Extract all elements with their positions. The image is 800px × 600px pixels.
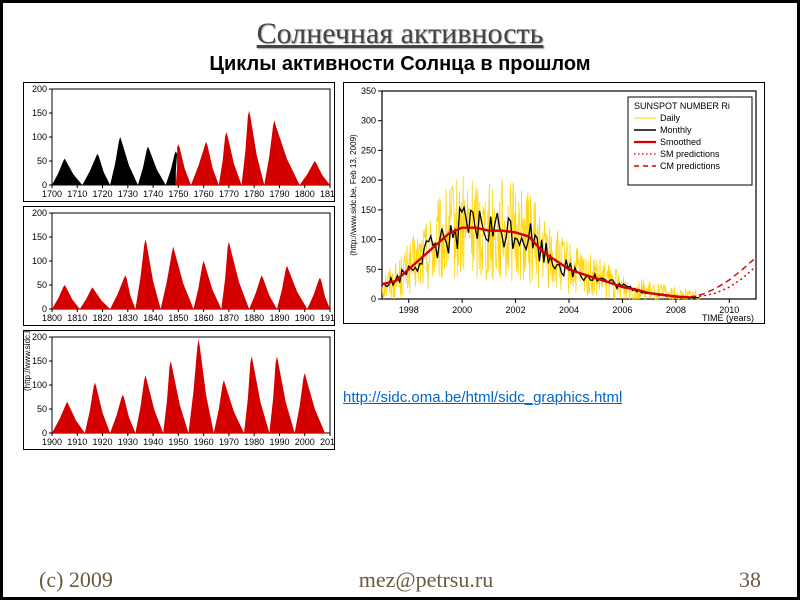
svg-text:1910: 1910 — [67, 437, 87, 447]
svg-text:1710: 1710 — [67, 189, 87, 199]
left-panels: 0501001502001700171017201730174017501760… — [23, 82, 335, 450]
svg-text:1980: 1980 — [244, 437, 264, 447]
svg-text:150: 150 — [32, 356, 47, 366]
svg-text:200: 200 — [32, 332, 47, 342]
source-link[interactable]: http://sidc.oma.be/html/sidc_graphics.ht… — [343, 389, 765, 406]
svg-text:CM predictions: CM predictions — [660, 161, 721, 171]
svg-text:Monthly: Monthly — [660, 125, 692, 135]
svg-text:1790: 1790 — [269, 189, 289, 199]
svg-text:1840: 1840 — [143, 313, 163, 323]
svg-text:200: 200 — [361, 175, 376, 185]
svg-text:100: 100 — [32, 380, 47, 390]
svg-text:0: 0 — [371, 294, 376, 304]
svg-text:1950: 1950 — [168, 437, 188, 447]
chart-1800-1910: 0501001502001800181018201830184018501860… — [23, 206, 335, 326]
svg-text:1760: 1760 — [194, 189, 214, 199]
svg-text:2008: 2008 — [666, 305, 686, 315]
svg-text:100: 100 — [361, 235, 376, 245]
svg-text:1870: 1870 — [219, 313, 239, 323]
svg-text:100: 100 — [32, 256, 47, 266]
svg-text:200: 200 — [32, 208, 47, 218]
svg-text:Daily: Daily — [660, 113, 681, 123]
svg-text:1770: 1770 — [219, 189, 239, 199]
svg-text:1900: 1900 — [42, 437, 62, 447]
svg-text:1800: 1800 — [295, 189, 315, 199]
sunspot-detail-chart: 0 50 100 150 200 250 300 350 1998 2000 2002 2004 200… — [343, 82, 765, 324]
footer-email: mez@petrsu.ru — [359, 567, 494, 593]
svg-text:1920: 1920 — [93, 437, 113, 447]
svg-text:1900: 1900 — [295, 313, 315, 323]
svg-text:150: 150 — [32, 232, 47, 242]
svg-text:150: 150 — [361, 205, 376, 215]
svg-text:TIME (years): TIME (years) — [702, 313, 754, 323]
svg-text:1800: 1800 — [42, 313, 62, 323]
svg-text:Smoothed: Smoothed — [660, 137, 701, 147]
chart-1700-1810: 0501001502001700171017201730174017501760… — [23, 82, 335, 202]
svg-text:2006: 2006 — [612, 305, 632, 315]
svg-text:1850: 1850 — [168, 313, 188, 323]
svg-text:1998: 1998 — [399, 305, 419, 315]
svg-text:1910: 1910 — [320, 313, 335, 323]
svg-text:50: 50 — [37, 404, 47, 414]
svg-text:1780: 1780 — [244, 189, 264, 199]
svg-text:1700: 1700 — [42, 189, 62, 199]
svg-text:50: 50 — [37, 156, 47, 166]
svg-text:150: 150 — [32, 108, 47, 118]
svg-text:1830: 1830 — [118, 313, 138, 323]
svg-text:1740: 1740 — [143, 189, 163, 199]
svg-text:(http://www.sidc.be, Feb 13, 2: (http://www.sidc.be, Feb 13, 2009) — [23, 330, 32, 391]
svg-text:1730: 1730 — [118, 189, 138, 199]
svg-text:1890: 1890 — [269, 313, 289, 323]
svg-text:1960: 1960 — [194, 437, 214, 447]
svg-text:2000: 2000 — [295, 437, 315, 447]
svg-text:2010: 2010 — [320, 437, 335, 447]
svg-text:1750: 1750 — [168, 189, 188, 199]
svg-text:50: 50 — [37, 280, 47, 290]
svg-text:(http://www.sidc.be, Feb 13, 2: (http://www.sidc.be, Feb 13, 2009) — [349, 134, 358, 256]
slide-subtitle: Циклы активности Солнца в прошлом — [23, 53, 777, 76]
svg-text:2002: 2002 — [506, 305, 526, 315]
svg-text:1720: 1720 — [93, 189, 113, 199]
svg-text:2004: 2004 — [559, 305, 579, 315]
svg-text:1860: 1860 — [194, 313, 214, 323]
svg-text:200: 200 — [32, 84, 47, 94]
svg-text:SM predictions: SM predictions — [660, 149, 720, 159]
svg-text:1930: 1930 — [118, 437, 138, 447]
svg-text:350: 350 — [361, 86, 376, 96]
svg-text:1820: 1820 — [93, 313, 113, 323]
svg-text:50: 50 — [366, 264, 376, 274]
svg-text:250: 250 — [361, 145, 376, 155]
svg-text:1970: 1970 — [219, 437, 239, 447]
svg-text:1810: 1810 — [67, 313, 87, 323]
footer-copyright: (c) 2009 — [39, 567, 113, 593]
right-column: 0 50 100 150 200 250 300 350 1998 2000 2002 2004 200… — [343, 82, 765, 450]
svg-text:1880: 1880 — [244, 313, 264, 323]
svg-text:2000: 2000 — [452, 305, 472, 315]
footer-page-number: 38 — [739, 567, 761, 593]
svg-text:SUNSPOT NUMBER Ri: SUNSPOT NUMBER Ri — [634, 101, 730, 111]
svg-text:1990: 1990 — [269, 437, 289, 447]
chart-1900-2010: 0501001502001900191019201930194019501960… — [23, 330, 335, 450]
slide-title: Солнечная активность — [23, 17, 777, 51]
svg-text:300: 300 — [361, 116, 376, 126]
svg-text:1940: 1940 — [143, 437, 163, 447]
svg-text:1810: 1810 — [320, 189, 335, 199]
svg-text:100: 100 — [32, 132, 47, 142]
